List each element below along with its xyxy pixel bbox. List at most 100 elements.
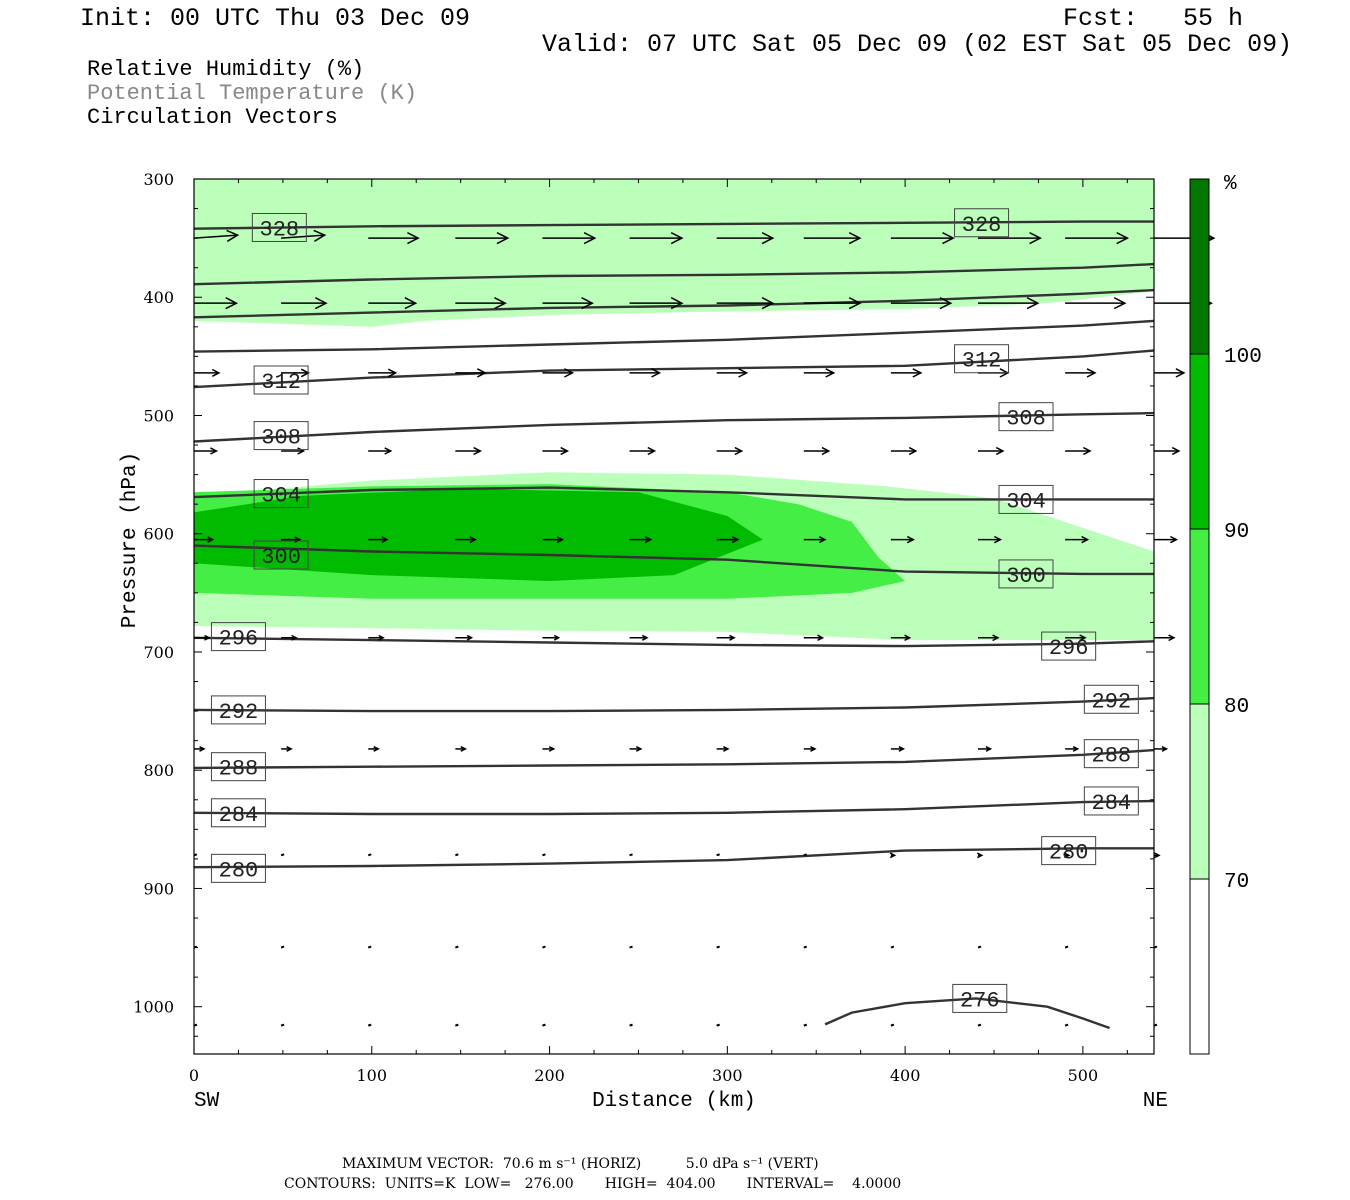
x-tick-label: 0 xyxy=(189,1066,199,1085)
init-time: Init: 00 UTC Thu 03 Dec 09 xyxy=(80,4,471,33)
svg-text:280: 280 xyxy=(1049,841,1089,866)
circulation-vector xyxy=(455,853,459,857)
circulation-vector xyxy=(716,446,744,456)
circulation-vector xyxy=(280,945,285,949)
y-tick-label: 700 xyxy=(143,643,174,662)
legend-potential-temperature: Potential Temperature (K) xyxy=(87,81,418,106)
circulation-vector xyxy=(455,536,477,544)
circulation-vector xyxy=(716,853,720,857)
svg-text:328: 328 xyxy=(260,217,300,242)
circulation-vector xyxy=(455,945,459,949)
theta-contour-layer xyxy=(194,220,1154,1030)
x-tick-label: 500 xyxy=(1068,1066,1099,1085)
circulation-vector xyxy=(281,634,298,641)
svg-text:304: 304 xyxy=(1006,489,1046,514)
circulation-vector xyxy=(1065,297,1127,310)
contour-label-296: 296 xyxy=(1041,631,1097,661)
circulation-vector xyxy=(890,297,953,310)
circulation-vector xyxy=(890,945,895,949)
circulation-vector xyxy=(629,368,662,378)
theta-contour-324 xyxy=(194,262,1154,286)
x-tick-label: 200 xyxy=(534,1066,565,1085)
circulation-vector xyxy=(716,368,749,378)
circulation-vector xyxy=(803,746,817,752)
circulation-vector xyxy=(1065,535,1090,544)
colorbar-segment xyxy=(1189,878,1210,1055)
contour-label-308: 308 xyxy=(253,421,309,451)
circulation-vector xyxy=(629,746,643,752)
svg-text:284: 284 xyxy=(219,803,259,828)
circulation-vector xyxy=(455,446,482,456)
contour-label-304: 304 xyxy=(998,484,1054,514)
theta-contour-276 xyxy=(824,997,1111,1030)
y-tick-label: 300 xyxy=(143,170,174,189)
svg-text:300: 300 xyxy=(261,545,301,570)
circulation-vector xyxy=(542,1023,546,1027)
circulation-vector xyxy=(1154,535,1179,544)
circulation-vector xyxy=(803,1023,808,1027)
circulation-vector xyxy=(367,945,372,949)
contour-label-296: 296 xyxy=(210,622,266,652)
svg-text:288: 288 xyxy=(1092,744,1132,769)
circulation-vector xyxy=(629,853,633,857)
circulation-vector xyxy=(716,634,736,641)
circulation-vector xyxy=(367,853,372,857)
contour-label-312: 312 xyxy=(253,365,309,395)
circulation-vector xyxy=(368,368,398,378)
colorbar-label: 70 xyxy=(1224,871,1249,894)
circulation-vector xyxy=(978,746,993,752)
circulation-vector xyxy=(542,232,597,245)
max-vector-note: MAXIMUM VECTOR: 70.6 m s⁻¹ (HORIZ) 5.0 d… xyxy=(342,1156,819,1172)
x-tick-label: 400 xyxy=(890,1066,921,1085)
circulation-vector xyxy=(1154,746,1169,752)
circulation-vector xyxy=(194,368,221,377)
theta-contour-296 xyxy=(194,636,1154,648)
contour-label-284: 284 xyxy=(1083,786,1139,816)
svg-text:308: 308 xyxy=(1006,407,1046,432)
circulation-vector xyxy=(629,446,657,456)
circulation-vector xyxy=(629,634,649,641)
svg-text:276: 276 xyxy=(960,988,1000,1013)
contour-label-292: 292 xyxy=(210,695,266,725)
circulation-vector xyxy=(890,232,955,245)
theta-contour-284 xyxy=(194,799,1154,816)
theta-contour-328 xyxy=(194,220,1154,230)
circulation-vector xyxy=(716,746,730,752)
circulation-vector xyxy=(1065,368,1097,378)
circulation-vector xyxy=(716,536,740,544)
svg-text:288: 288 xyxy=(219,757,259,782)
circulation-vector xyxy=(542,536,565,544)
y-tick-label: 900 xyxy=(143,879,174,898)
theta-contour-312 xyxy=(194,349,1154,389)
x-end-label-left: SW xyxy=(194,1090,220,1113)
colorbar-segment xyxy=(1189,178,1210,355)
circulation-vector xyxy=(194,746,206,752)
contour-label-layer: 328 328 312 312 308 308 304 304 300 300 296 296 292 2… xyxy=(210,208,1139,1013)
circulation-vector xyxy=(542,446,570,456)
circulation-vector xyxy=(978,634,1000,642)
circulation-vector xyxy=(716,1023,720,1027)
colorbar-segment xyxy=(1189,703,1210,880)
circulation-vector xyxy=(629,297,684,310)
circulation-vector xyxy=(890,368,923,378)
circulation-vector xyxy=(803,446,831,456)
circulation-vector xyxy=(629,1023,633,1027)
circulation-vector xyxy=(368,746,380,752)
colorbar-segment xyxy=(1189,353,1210,530)
circulation-vector xyxy=(542,368,575,378)
circulation-vector xyxy=(803,297,862,310)
circulation-vector xyxy=(280,1023,285,1027)
circulation-vector xyxy=(542,853,546,857)
contour-label-312: 312 xyxy=(954,344,1010,374)
circulation-vector xyxy=(978,446,1005,456)
circulation-vector xyxy=(890,746,906,752)
circulation-vector xyxy=(629,536,653,544)
svg-text:292: 292 xyxy=(219,700,259,725)
circulation-vector xyxy=(1154,368,1186,378)
circulation-vector xyxy=(890,1023,895,1027)
y-tick-label: 500 xyxy=(143,406,174,425)
circulation-vector xyxy=(281,447,306,455)
circulation-vector xyxy=(367,1023,372,1027)
forecast-hour: Fcst: 55 h xyxy=(1063,4,1244,33)
svg-text:296: 296 xyxy=(219,627,259,652)
